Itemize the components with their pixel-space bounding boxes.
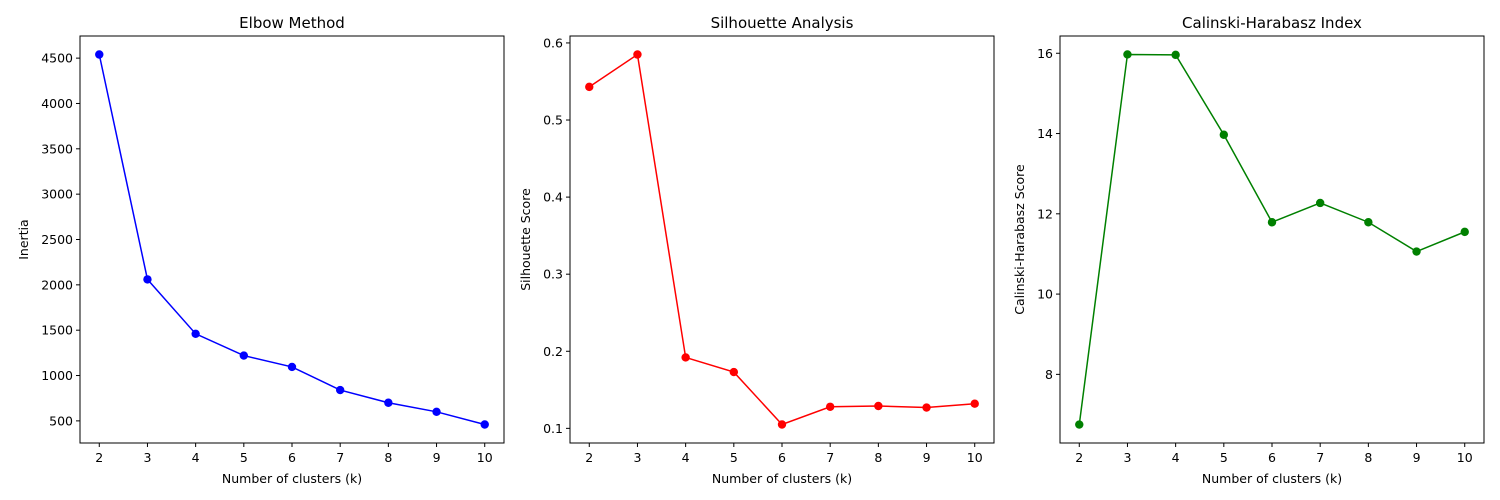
silhouette-xtick-label: 9 [923,450,931,465]
silhouette-point-6 [777,420,787,429]
silhouette-xtick-label: 10 [967,450,983,465]
silhouette-point-4 [681,353,690,362]
elbow-ytick-label: 1500 [41,323,73,338]
elbow-point-10 [480,420,489,429]
calinski-ytick-label: 10 [1037,287,1053,302]
calinski-title: Calinski-Harabasz Index [1182,14,1362,32]
silhouette-point-2 [585,82,594,92]
elbow-xtick-label: 5 [240,450,248,465]
silhouette-xtick-label: 3 [633,450,641,465]
elbow-ytick-label: 1000 [41,368,73,383]
silhouette-xlabel: Number of clusters (k) [712,471,852,486]
elbow-point-4 [191,329,200,339]
silhouette-point-3 [633,50,642,59]
silhouette-xtick-label: 8 [874,450,882,465]
elbow-xlabel: Number of clusters (k) [222,471,362,486]
elbow-point-9 [432,407,441,416]
elbow-xtick-label: 3 [143,450,151,465]
calinski-point-2 [1075,420,1084,429]
silhouette-point-5 [729,367,739,377]
calinski-xtick-label: 5 [1220,450,1228,465]
elbow-ylabel: Inertia [16,219,31,259]
silhouette-ytick-label: 0.6 [543,35,563,50]
elbow-ytick-label: 3000 [41,187,73,202]
silhouette-point-8 [874,401,883,411]
elbow-xtick-label: 4 [192,450,200,465]
elbow-ytick-label: 2000 [41,277,73,292]
calinski-point-3 [1123,50,1132,59]
calinski-xtick-label: 3 [1123,450,1131,465]
silhouette-ytick-label: 0.1 [543,421,563,436]
elbow-chart: 2 3 4 5 6 7 8 9 10 500 1000 1500 2000 2500 3000 3500 400… [16,14,505,486]
elbow-point-6 [287,362,297,372]
silhouette-ytick-label: 0.4 [543,190,563,205]
calinski-point-9 [1412,247,1421,256]
elbow-ytick-label: 4000 [41,96,73,111]
elbow-ytick-label: 2500 [41,232,73,247]
calinski-ytick-label: 16 [1037,46,1053,61]
calinski-point-7 [1315,198,1325,208]
calinski-ylabel: Calinski-Harabasz Score [1012,164,1027,315]
silhouette-point-10 [970,399,979,408]
elbow-point-7 [335,385,345,395]
calinski-chart: 2 3 4 5 6 7 8 9 10 8 10 12 14 16 Calinski-Harabasz Ind… [1012,14,1485,486]
silhouette-ylabel: Silhouette Score [518,188,533,291]
elbow-point-8 [384,398,393,407]
elbow-ytick-label: 500 [49,413,73,428]
calinski-xtick-label: 10 [1457,450,1473,465]
calinski-point-8 [1364,218,1373,227]
calinski-point-4 [1171,50,1180,60]
elbow-xtick-label: 10 [477,450,493,465]
calinski-ytick-label: 8 [1045,367,1053,382]
elbow-xtick-label: 6 [288,450,296,465]
silhouette-xtick-label: 2 [585,450,593,465]
calinski-ytick-label: 12 [1037,206,1053,221]
silhouette-xtick-label: 7 [826,450,834,465]
calinski-xtick-label: 2 [1075,450,1083,465]
silhouette-xtick-label: 6 [778,450,786,465]
silhouette-ytick-label: 0.5 [543,113,563,128]
silhouette-point-7 [825,402,835,411]
elbow-xtick-label: 2 [95,450,103,465]
calinski-xtick-label: 4 [1172,450,1180,465]
silhouette-chart: 2 3 4 5 6 7 8 9 10 0.1 0.2 0.3 0.4 0.5 0.6 Silhouette A… [518,14,995,486]
calinski-xtick-label: 7 [1316,450,1324,465]
elbow-ytick-label: 4500 [41,51,73,66]
calinski-point-10 [1460,227,1469,237]
silhouette-title: Silhouette Analysis [711,14,854,32]
calinski-point-6 [1267,218,1277,227]
silhouette-point-9 [922,403,931,412]
silhouette-xtick-label: 4 [682,450,690,465]
elbow-title: Elbow Method [239,14,345,32]
elbow-xtick-label: 9 [433,450,441,465]
elbow-xtick-label: 7 [336,450,344,465]
calinski-xtick-label: 6 [1268,450,1276,465]
silhouette-ytick-label: 0.3 [543,267,563,282]
silhouette-xtick-label: 5 [730,450,738,465]
calinski-ytick-label: 14 [1037,126,1053,141]
elbow-ytick-label: 3500 [41,141,73,156]
elbow-point-5 [239,351,249,360]
calinski-xtick-label: 8 [1364,450,1372,465]
calinski-point-5 [1219,130,1229,139]
elbow-point-2 [95,50,104,59]
calinski-xtick-label: 9 [1413,450,1421,465]
calinski-xlabel: Number of clusters (k) [1202,471,1342,486]
silhouette-ytick-label: 0.2 [543,344,563,359]
elbow-xtick-label: 8 [384,450,392,465]
elbow-point-3 [143,275,152,284]
